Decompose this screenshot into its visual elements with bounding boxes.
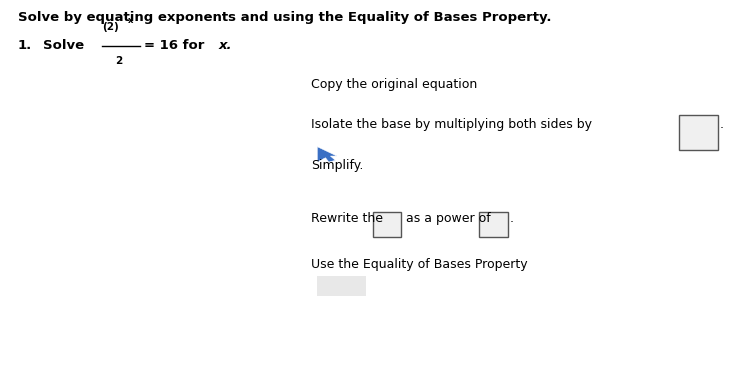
Text: = 16 for: = 16 for [144, 39, 204, 52]
Text: 1.: 1. [18, 39, 32, 52]
Text: .: . [510, 212, 514, 225]
Text: Copy the original equation: Copy the original equation [311, 77, 478, 91]
Bar [479, 212, 508, 237]
Text: x: x [128, 16, 133, 25]
Bar [373, 212, 401, 237]
Bar [317, 276, 366, 296]
Text: Solve: Solve [44, 39, 85, 52]
Text: Solve by equating exponents and using the Equality of Bases Property.: Solve by equating exponents and using th… [18, 11, 551, 25]
Text: .: . [720, 118, 724, 131]
Polygon shape [317, 147, 337, 162]
Text: 2: 2 [116, 56, 123, 66]
Text: Rewrite the: Rewrite the [311, 212, 383, 225]
Text: Isolate the base by multiplying both sides by: Isolate the base by multiplying both sid… [311, 118, 592, 131]
Bar [679, 115, 718, 150]
Text: Use the Equality of Bases Property: Use the Equality of Bases Property [311, 258, 528, 272]
Text: as a power of: as a power of [406, 212, 490, 225]
Text: x.: x. [219, 39, 232, 52]
Text: Simplify.: Simplify. [311, 159, 364, 172]
Text: (2): (2) [102, 22, 118, 32]
